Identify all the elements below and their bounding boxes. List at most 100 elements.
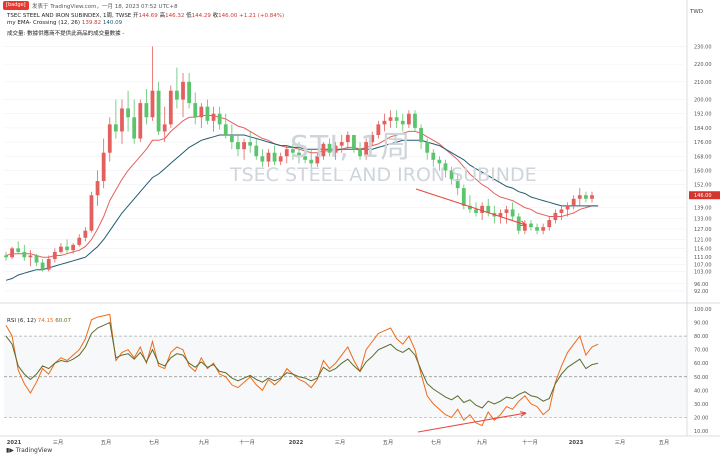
candle-body: [95, 181, 100, 196]
symbol-legend[interactable]: TSEC STEEL AND IRON SUBINDEX, 1周, TWSE 开…: [7, 11, 284, 19]
candle-body: [107, 124, 112, 153]
candle-body: [168, 90, 173, 125]
close-prefix: 收: [212, 13, 219, 19]
rsi-axis-tick: 60.00: [694, 361, 708, 367]
candle-body: [364, 142, 369, 157]
candle-body: [358, 149, 362, 157]
candle-body: [211, 113, 216, 121]
candle-body: [443, 163, 448, 171]
price-axis-tick: 107.00: [694, 262, 712, 268]
high-value: 146.32: [165, 13, 185, 19]
candle-body: [309, 159, 314, 164]
ema-value-1: 139.82: [81, 20, 102, 26]
candle-body: [284, 149, 289, 157]
candle-body: [193, 103, 198, 118]
currency-label: TWD: [690, 9, 704, 15]
candle-body: [577, 195, 582, 199]
candle-body: [22, 251, 27, 258]
time-axis-tick: 九月: [199, 438, 209, 446]
time-axis-tick: 五月: [383, 439, 393, 446]
candle-body: [71, 244, 76, 251]
price-axis-tick: 116.00: [694, 246, 712, 252]
candle-body: [150, 90, 155, 118]
candle-body: [83, 230, 88, 238]
candle-body: [162, 124, 167, 132]
candle-body: [327, 143, 332, 153]
time-axis-tick: 三月: [335, 439, 345, 446]
time-axis-tick: 三月: [53, 439, 63, 446]
candle-body: [370, 134, 375, 143]
candle-body: [522, 223, 527, 231]
price-axis-tick: 96.00: [694, 282, 708, 288]
rsi-uptrend-arrow: [417, 412, 527, 433]
candle-body: [156, 90, 161, 132]
candle-body: [559, 209, 564, 213]
time-axis-tick: 2023: [569, 440, 584, 446]
tradingview-logo-icon: ▮▶: [6, 447, 14, 454]
candle-body: [352, 134, 356, 150]
price-axis-tick: 230.00: [694, 44, 712, 50]
price-axis-tick: 184.00: [694, 126, 712, 132]
candle-body: [89, 195, 94, 231]
tradingview-logo[interactable]: ▮▶ TradingView: [6, 447, 52, 454]
candle-body: [498, 212, 503, 217]
candle-body: [590, 195, 594, 199]
rsi-line-1: [5, 313, 599, 427]
rsi-axis-tick: 90.00: [694, 321, 708, 327]
tradingview-logo-text: TradingView: [15, 447, 53, 454]
candle-body: [59, 246, 63, 252]
rsi-legend[interactable]: RSI (6, 12) 74.15 60.07: [7, 318, 71, 324]
ema-legend[interactable]: my EMA- Crossing (12, 26) 139.82 140.09: [7, 20, 122, 26]
candle-body: [584, 195, 588, 199]
price-axis-tick: 121.00: [694, 238, 712, 244]
price-axis-tick: 192.00: [694, 112, 712, 118]
candle-body: [345, 134, 350, 143]
candle-body: [541, 227, 546, 231]
low-prefix: 低: [186, 13, 192, 19]
time-axis-tick: 2021: [7, 440, 22, 446]
symbol-title: TSEC STEEL AND IRON SUBINDEX, 1周, TWSE: [7, 13, 132, 19]
time-axis-tick: 三月: [615, 439, 625, 446]
time-axis-tick: 七月: [431, 438, 441, 446]
candle-body: [419, 127, 423, 143]
time-axis-tick: 十一月: [239, 438, 255, 446]
rsi-axis-tick: 70.00: [694, 348, 708, 354]
ema-line-2: [5, 134, 599, 281]
candle-body: [431, 152, 436, 160]
rsi-line-2: [5, 321, 599, 409]
time-axis-tick: 五月: [101, 439, 111, 446]
high-prefix: 高: [159, 13, 166, 19]
candle-body: [474, 209, 478, 213]
candle-body: [571, 198, 576, 206]
rsi-axis-tick: 50.00: [694, 375, 708, 381]
candle-body: [461, 188, 466, 206]
time-axis-tick: 九月: [477, 438, 487, 446]
candle-body: [297, 152, 301, 157]
last-price-label: 146.00: [694, 193, 712, 199]
candle-body: [291, 149, 295, 153]
candle-body: [376, 124, 381, 135]
candle-body: [223, 124, 228, 135]
candle-body: [315, 156, 320, 164]
candle-body: [278, 156, 283, 162]
candle-body: [449, 170, 454, 180]
candle-body: [175, 90, 179, 100]
published-badge: [badge]: [3, 1, 29, 10]
candle-body: [242, 142, 246, 150]
candle-body: [565, 205, 570, 210]
price-axis-tick: 200.00: [694, 98, 712, 104]
ema-value-2: 140.09: [102, 20, 123, 26]
rsi-axis-tick: 30.00: [694, 402, 708, 408]
rsi-uptrend-arrow-head: [520, 411, 527, 417]
time-axis-tick: 2022: [289, 440, 304, 446]
candle-body: [303, 156, 307, 160]
time-axis-tick: 十一月: [522, 438, 538, 446]
candle-body: [394, 117, 399, 121]
low-value: 144.29: [191, 13, 211, 19]
candle-body: [260, 156, 265, 162]
open-prefix: 开: [133, 13, 139, 19]
candle-body: [425, 142, 430, 153]
candle-body: [388, 117, 393, 121]
